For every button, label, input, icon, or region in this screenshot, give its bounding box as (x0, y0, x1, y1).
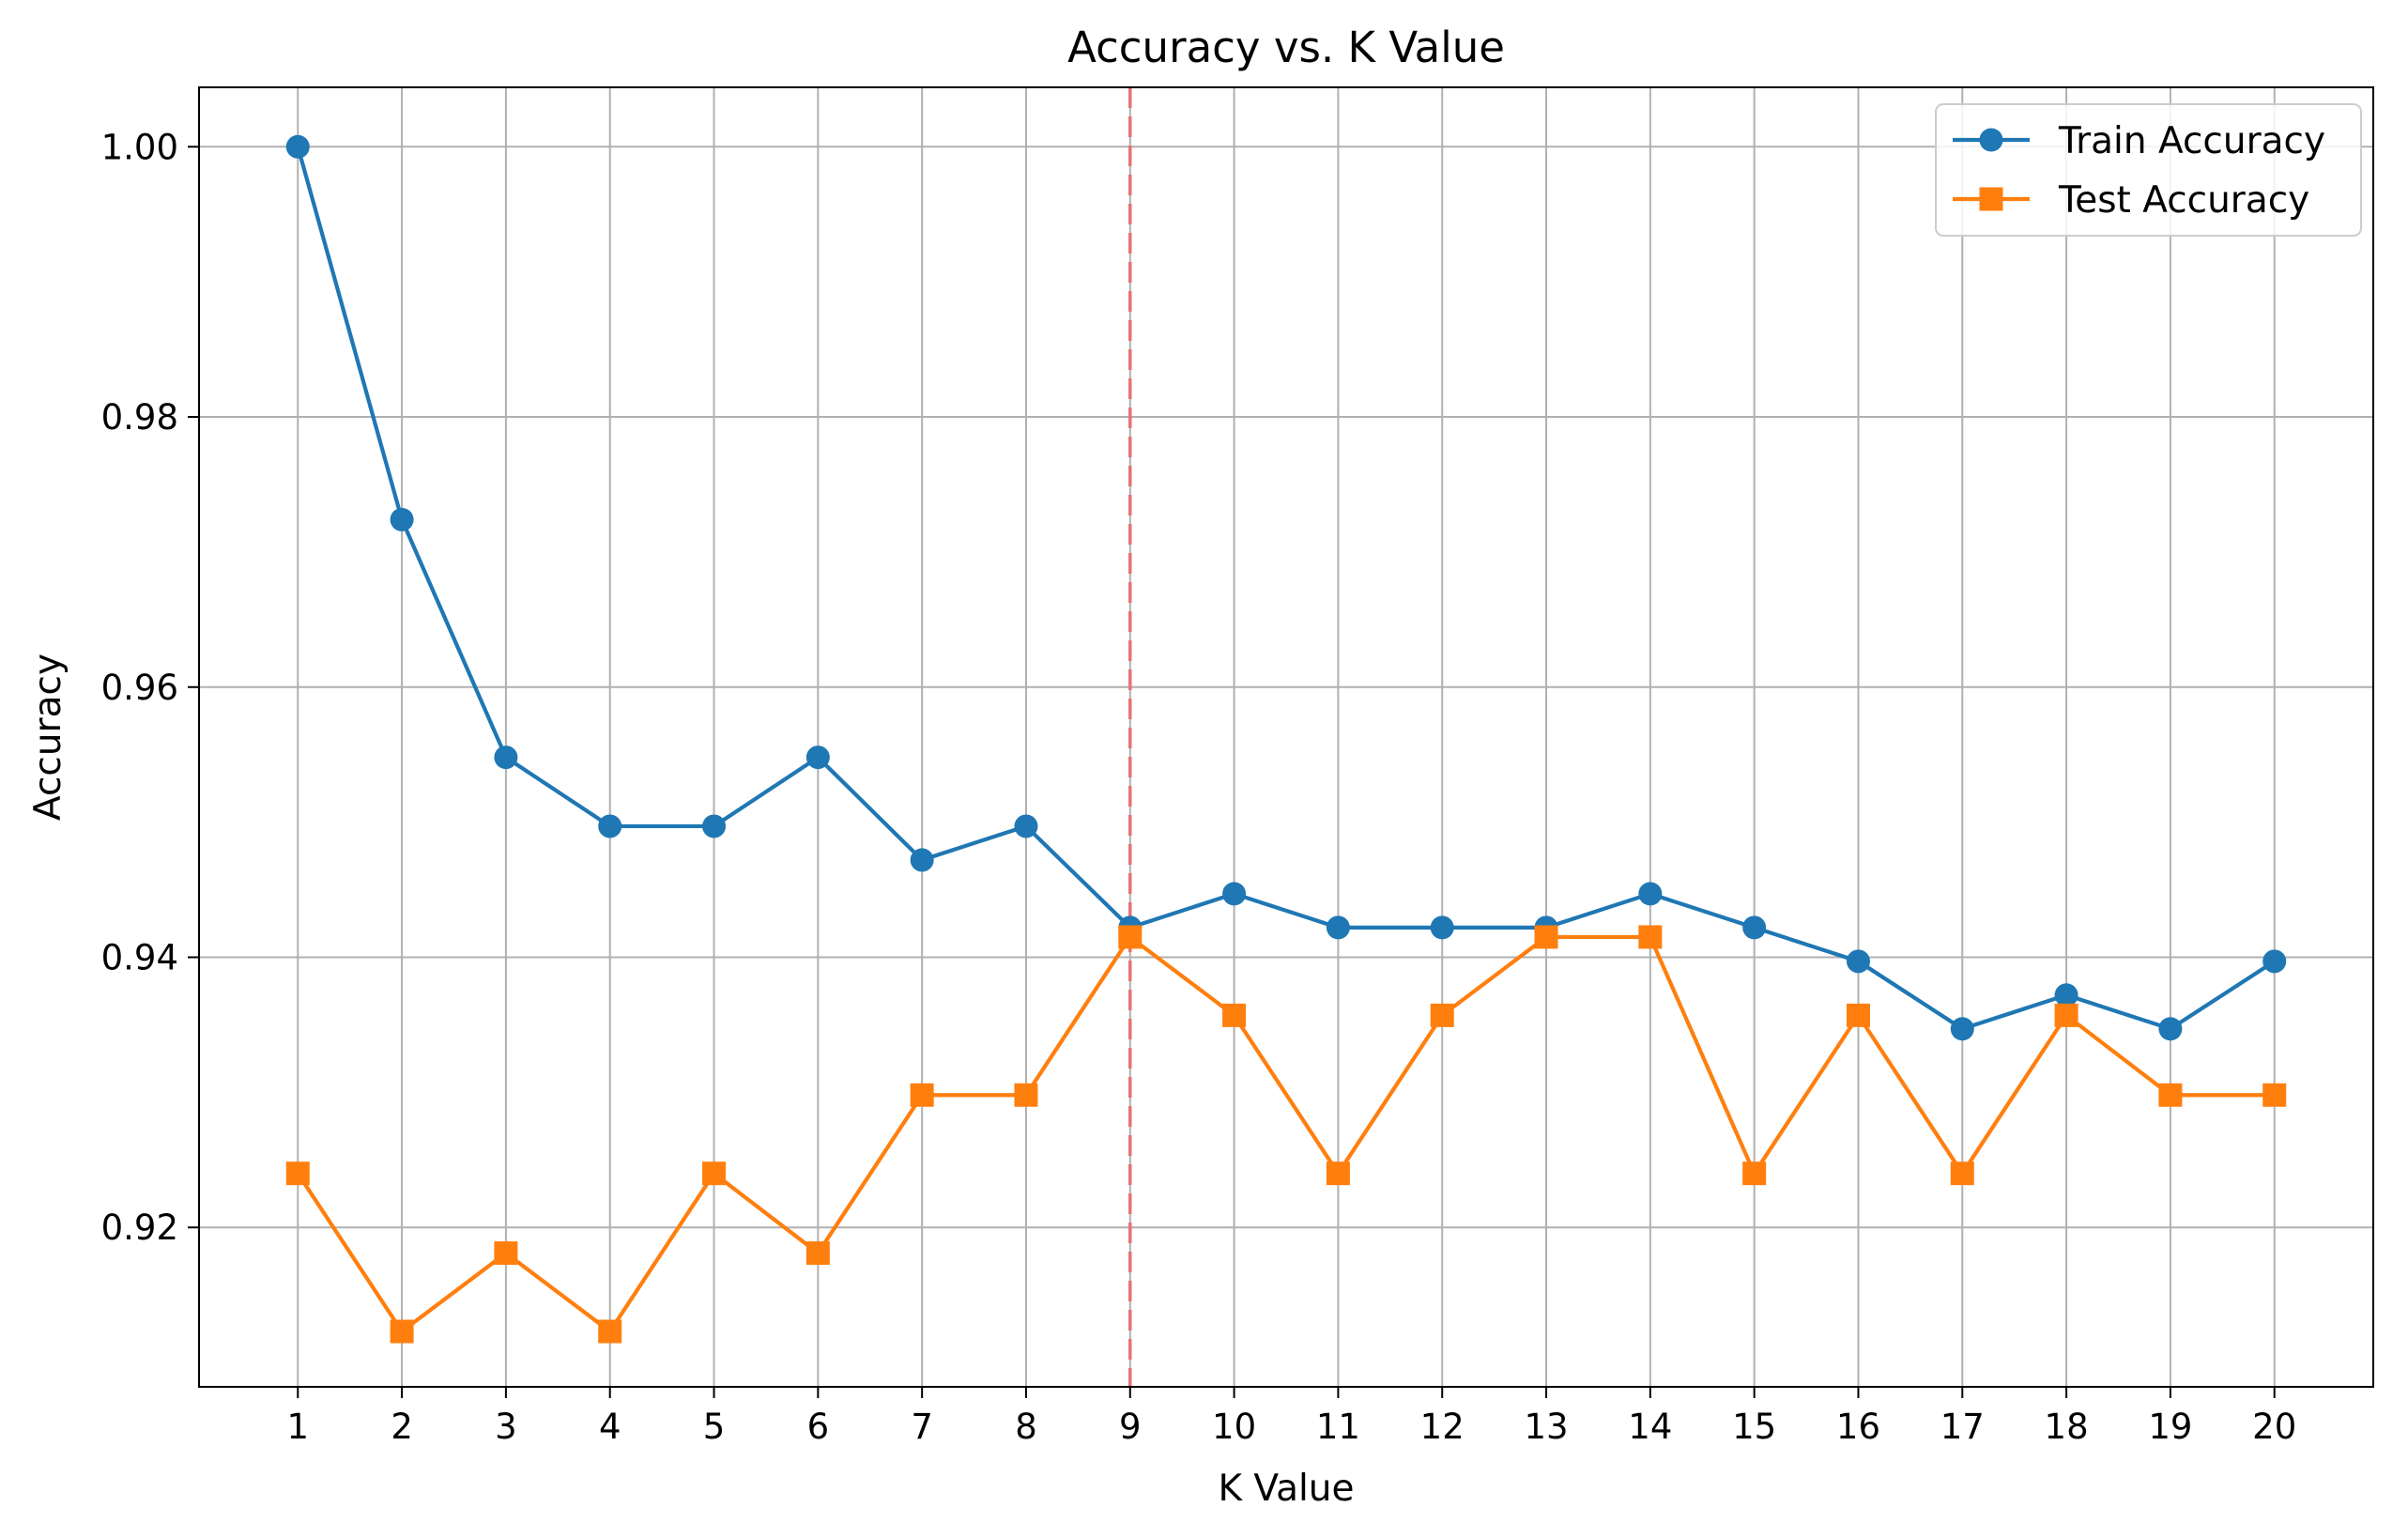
plot-frame (198, 86, 2374, 1388)
x-tick-label: 13 (1524, 1407, 1568, 1447)
x-tick-label: 3 (495, 1407, 517, 1447)
data-point (1638, 925, 1663, 949)
data-point (1534, 925, 1558, 949)
data-point (2054, 1003, 2078, 1027)
x-tick-label: 9 (1119, 1407, 1142, 1447)
x-tick-label: 12 (1420, 1407, 1465, 1447)
data-point (1430, 1003, 1454, 1027)
data-point (1742, 915, 1767, 940)
x-tick-label: 17 (1940, 1407, 1985, 1447)
data-point (1638, 882, 1663, 906)
data-point (1742, 1161, 1767, 1186)
data-point (702, 1161, 727, 1186)
y-tick-label: 0.94 (101, 938, 178, 978)
y-axis-title: Accuracy (27, 654, 69, 821)
x-tick-label: 8 (1015, 1407, 1037, 1447)
axis-ticks: 1 2 3 4 5 6 7 8 9 10 11 12 13 14 15 16 17 18 19 200.920.940… (101, 127, 2297, 1447)
x-tick-label: 20 (2252, 1407, 2296, 1447)
series-line (296, 934, 2275, 1334)
series-group (285, 134, 2287, 1344)
x-tick-label: 10 (1212, 1407, 1256, 1447)
x-tick-label: 6 (807, 1407, 830, 1447)
data-point (1326, 915, 1350, 940)
legend-box (1935, 103, 2362, 237)
data-point (1846, 949, 1870, 974)
data-point (1950, 1017, 1974, 1041)
data-point (1118, 925, 1143, 949)
x-tick-label: 5 (703, 1407, 726, 1447)
data-point (2054, 983, 2078, 1007)
legend-label: Train Accuracy (2058, 120, 2325, 162)
data-point (1326, 1161, 1350, 1186)
data-point (494, 746, 518, 770)
data-point (1014, 1083, 1038, 1107)
data-point (2262, 1083, 2287, 1107)
data-point (2158, 1083, 2183, 1107)
data-point (1014, 814, 1038, 838)
x-tick-label: 14 (1628, 1407, 1672, 1447)
data-point (2262, 949, 2287, 974)
data-point (910, 848, 934, 872)
x-tick-label: 16 (1836, 1407, 1880, 1447)
data-point (910, 1083, 934, 1107)
data-point (1950, 1161, 1974, 1186)
x-tick-label: 2 (391, 1407, 413, 1447)
x-tick-label: 19 (2148, 1407, 2192, 1447)
data-point (285, 1161, 310, 1186)
chart-title: Accuracy vs. K Value (1067, 23, 1505, 72)
x-tick-label: 18 (2045, 1407, 2089, 1447)
y-tick-label: 0.98 (101, 397, 178, 438)
data-point (805, 1241, 830, 1266)
x-tick-label: 4 (599, 1407, 621, 1447)
legend-label: Test Accuracy (2058, 179, 2309, 222)
y-tick-label: 1.00 (101, 127, 178, 167)
data-point (1222, 1003, 1247, 1027)
data-point (598, 814, 622, 838)
y-tick-label: 0.96 (101, 668, 178, 708)
legend-marker (1979, 128, 2003, 152)
data-point (1846, 1003, 1870, 1027)
data-point (805, 746, 830, 770)
x-tick-label: 1 (286, 1407, 309, 1447)
data-point (702, 814, 727, 838)
legend: Train Accuracy Test Accuracy (1935, 103, 2362, 237)
series-line (296, 146, 2276, 1031)
data-point (598, 1319, 622, 1344)
data-point (390, 1319, 414, 1344)
data-point (2158, 1017, 2183, 1041)
data-point (285, 134, 310, 159)
data-point (390, 507, 414, 531)
x-tick-label: 15 (1732, 1407, 1776, 1447)
data-point (494, 1241, 518, 1266)
x-tick-label: 7 (911, 1407, 933, 1447)
y-tick-label: 0.92 (101, 1207, 178, 1248)
data-point (1430, 915, 1454, 940)
data-point (1222, 882, 1247, 906)
x-axis-title: K Value (1218, 1468, 1354, 1510)
x-tick-label: 11 (1316, 1407, 1360, 1447)
legend-marker (1979, 187, 2003, 211)
